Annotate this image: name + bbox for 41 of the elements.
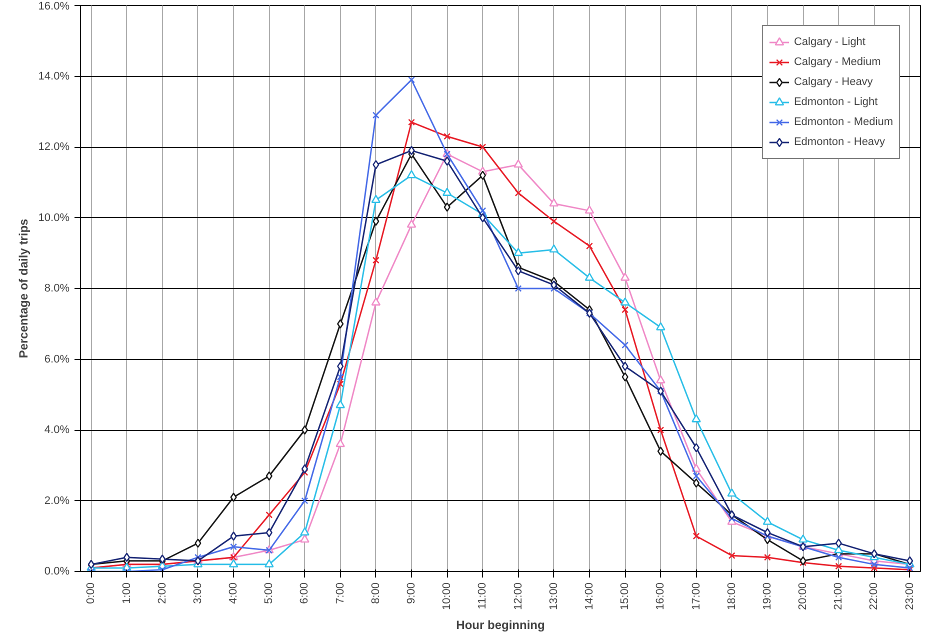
y-tick-label: 8.0% [44, 282, 70, 294]
y-tick-label: 10.0% [38, 212, 70, 224]
legend-label: Calgary - Heavy [794, 76, 873, 88]
x-tick-label: 3:00 [192, 582, 204, 604]
y-tick-label: 6.0% [44, 353, 70, 366]
x-tick-label: 18:00 [726, 582, 738, 610]
legend-label: Edmonton - Heavy [794, 136, 886, 148]
y-tick-label: 16.0% [38, 0, 70, 12]
legend-label: Calgary - Medium [794, 56, 881, 68]
x-tick-label: 5:00 [263, 582, 276, 604]
x-tick-label: 15:00 [619, 582, 632, 610]
x-tick-label: 20:00 [797, 582, 810, 610]
x-tick-label: 16:00 [654, 582, 667, 610]
x-tick-label: 21:00 [832, 582, 845, 610]
y-tick-label: 2.0% [44, 494, 70, 507]
x-tick-label: 12:00 [512, 582, 524, 610]
x-tick-label: 14:00 [583, 582, 596, 610]
y-tick-label: 14.0% [38, 70, 70, 82]
y-tick-label: 12.0% [38, 141, 70, 153]
y-axis-title: Percentage of daily trips [16, 218, 30, 358]
x-tick-label: 6:00 [298, 582, 311, 604]
x-tick-label: 8:00 [370, 582, 382, 604]
x-axis-title: Hour beginning [456, 618, 545, 632]
x-tick-label: 2:00 [156, 582, 168, 604]
x-tick-label: 0:00 [85, 582, 98, 604]
y-tick-label: 0.0% [44, 566, 70, 578]
legend-label: Calgary - Light [794, 36, 866, 48]
x-tick-label: 7:00 [334, 582, 346, 604]
legend-label: Edmonton - Light [794, 96, 878, 108]
x-tick-label: 1:00 [120, 582, 133, 604]
y-tick-label: 4.0% [44, 424, 70, 436]
x-tick-label: 22:00 [868, 582, 880, 610]
x-tick-label: 13:00 [548, 582, 560, 610]
legend-label: Edmonton - Medium [794, 116, 893, 128]
x-tick-label: 4:00 [228, 582, 240, 604]
x-tick-label: 17:00 [690, 582, 702, 610]
x-tick-label: 19:00 [761, 582, 774, 610]
x-tick-label: 9:00 [406, 582, 418, 604]
x-tick-label: 11:00 [476, 582, 489, 610]
x-tick-label: 23:00 [904, 582, 916, 610]
x-tick-label: 10:00 [441, 582, 454, 610]
